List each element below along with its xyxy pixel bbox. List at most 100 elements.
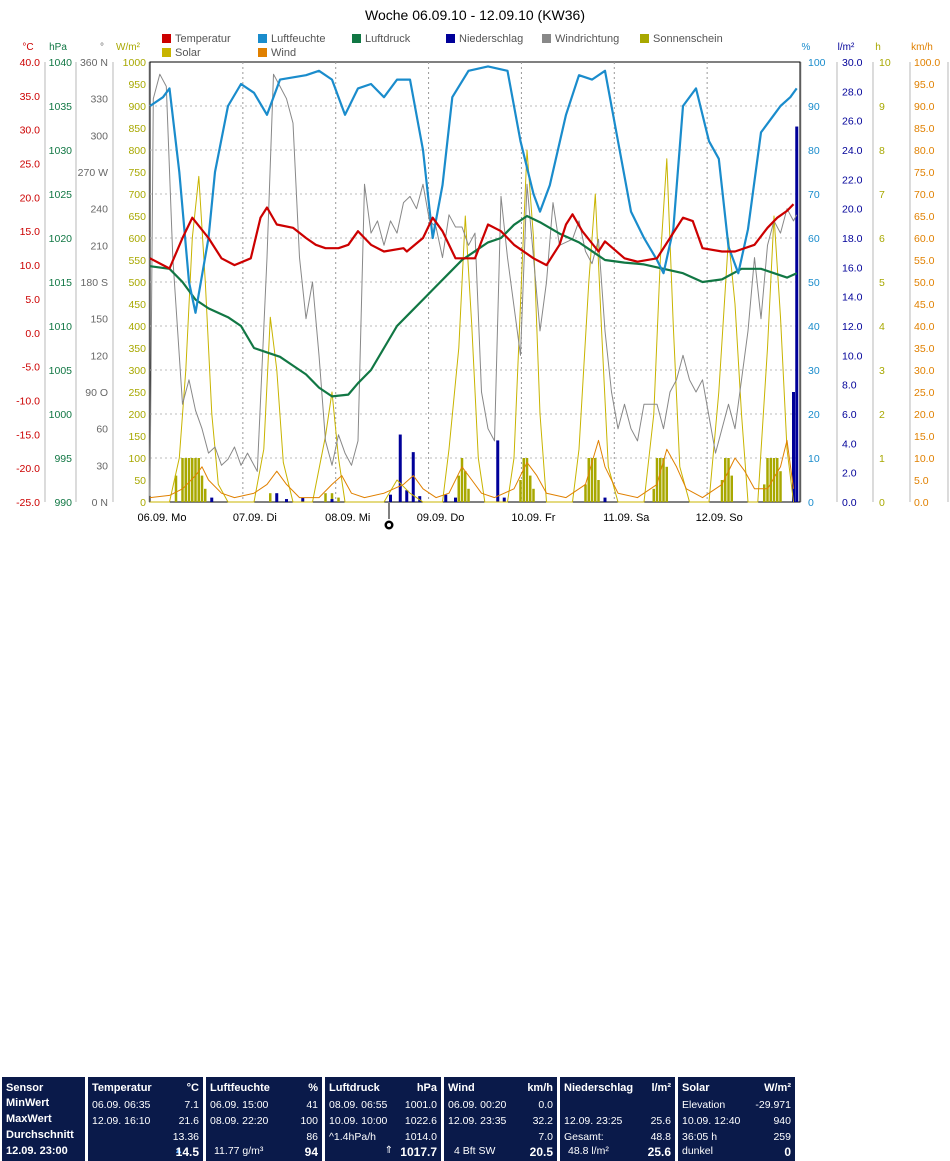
solar-tick-label: 950 bbox=[128, 79, 146, 91]
wind-tick-label: 70.0 bbox=[914, 189, 935, 201]
bar-sonnenschein bbox=[529, 475, 532, 502]
bar-sonnenschein bbox=[532, 488, 535, 502]
bar-sonnenschein bbox=[720, 480, 724, 502]
sun-tick-label: 2 bbox=[879, 409, 885, 421]
day-label: 08.09. Mi bbox=[325, 512, 370, 524]
hum-tick-label: 60 bbox=[808, 233, 820, 245]
legend-label: Windrichtung bbox=[555, 33, 619, 45]
bar-niederschlag bbox=[502, 497, 506, 502]
wind-tick-label: 40.0 bbox=[914, 321, 935, 333]
line-windrichtung bbox=[149, 73, 798, 496]
hum-tick-label: 70 bbox=[808, 189, 820, 201]
bar-niederschlag bbox=[444, 494, 448, 502]
press-tick-label: 1025 bbox=[49, 189, 73, 201]
pressure-column: Luftdruck hPa 08.09. 06:55 1001.0 10.09. … bbox=[325, 1077, 441, 1161]
temp-tick-label: -5.0 bbox=[22, 362, 40, 374]
bar-sonnenschein bbox=[662, 458, 665, 502]
press-tick-label: 990 bbox=[54, 497, 72, 509]
bar-sonnenschein bbox=[457, 475, 460, 502]
temp-tick-label: 30.0 bbox=[20, 125, 41, 137]
dir-tick-label: 180 S bbox=[81, 277, 108, 289]
hum-tick-label: 100 bbox=[808, 57, 826, 69]
hum-tick-label: 30 bbox=[808, 365, 820, 377]
solar-tick-label: 800 bbox=[128, 145, 146, 157]
sun-axis-unit: h bbox=[875, 42, 881, 53]
hum-min-time: 06.09. 15:00 bbox=[210, 1099, 269, 1111]
bar-sonnenschein bbox=[776, 458, 779, 502]
rain-max-time: 12.09. 23:25 bbox=[564, 1115, 623, 1127]
temp-tick-label: -15.0 bbox=[16, 429, 40, 441]
dir-tick-label: 90 O bbox=[85, 387, 108, 399]
bar-sonnenschein bbox=[525, 458, 529, 502]
legend-label: Luftdruck bbox=[365, 33, 411, 45]
bar-sonnenschein bbox=[191, 458, 194, 502]
bar-niederschlag bbox=[603, 497, 607, 502]
solar-dark: dunkel bbox=[682, 1145, 713, 1157]
wind-tick-label: 5.0 bbox=[914, 475, 929, 487]
wind-tick-label: 15.0 bbox=[914, 431, 935, 443]
wind-tick-label: 20.0 bbox=[914, 409, 935, 421]
wind-min-value: 0.0 bbox=[538, 1099, 553, 1111]
press-tick-label: 995 bbox=[54, 453, 72, 465]
sun-tick-label: 4 bbox=[879, 321, 885, 333]
bar-sonnenschein bbox=[269, 493, 272, 502]
solar-tick-label: 250 bbox=[128, 387, 146, 399]
solar-tick-label: 400 bbox=[128, 321, 146, 333]
rain-tick-label: 12.0 bbox=[842, 321, 863, 333]
solar-tick-label: 300 bbox=[128, 365, 146, 377]
bar-sonnenschein bbox=[337, 497, 340, 502]
temp-now-value: 14.5 bbox=[175, 1145, 199, 1159]
bar-niederschlag bbox=[275, 493, 279, 502]
solar-tick-label: 350 bbox=[128, 343, 146, 355]
press-tick-label: 1020 bbox=[49, 233, 73, 245]
line-luftfeuchte bbox=[149, 65, 798, 314]
temp-tick-label: -10.0 bbox=[16, 395, 40, 407]
hum-tick-label: 0 bbox=[808, 497, 814, 509]
pressure-unit: hPa bbox=[416, 1082, 437, 1094]
rain-column: Niederschlag l/m² 12.09. 23:25 25.6 Gesam… bbox=[560, 1077, 675, 1161]
bar-sonnenschein bbox=[460, 458, 464, 502]
bar-sonnenschein bbox=[194, 458, 197, 502]
day-label: 12.09. So bbox=[696, 512, 743, 524]
bar-niederschlag bbox=[792, 392, 795, 502]
pressure-header: Luftdruck bbox=[329, 1082, 380, 1094]
bar-sonnenschein bbox=[197, 458, 200, 502]
bar-sonnenschein bbox=[174, 475, 178, 502]
temperature-unit: °C bbox=[186, 1082, 199, 1094]
rain-header: Niederschlag bbox=[564, 1082, 634, 1094]
rain-tick-label: 14.0 bbox=[842, 292, 863, 304]
bar-sonnenschein bbox=[772, 458, 776, 502]
rain-tick-label: 30.0 bbox=[842, 57, 863, 69]
dir-tick-label: 300 bbox=[90, 130, 108, 142]
bar-sonnenschein bbox=[665, 466, 668, 502]
wind-tick-label: 25.0 bbox=[914, 387, 935, 399]
wind-tick-label: 10.0 bbox=[914, 453, 935, 465]
temp-tick-label: 0.0 bbox=[25, 328, 40, 340]
wind-tick-label: 65.0 bbox=[914, 211, 935, 223]
press-max-time: 10.09. 10:00 bbox=[329, 1115, 388, 1127]
sensor-column: Sensor MinWert MaxWert Durchschnitt 12.0… bbox=[2, 1077, 85, 1161]
min-label: MinWert bbox=[6, 1097, 50, 1109]
legend-swatch bbox=[542, 34, 551, 43]
max-label: MaxWert bbox=[6, 1113, 52, 1125]
wind-max-value: 32.2 bbox=[532, 1115, 553, 1127]
temperature-column: Temperatur °C 06.09. 06:35 7.1 12.09. 16:… bbox=[88, 1077, 203, 1161]
bar-sonnenschein bbox=[522, 458, 525, 502]
solar-max-time: 10.09. 12:40 bbox=[682, 1115, 741, 1127]
press-tick-label: 1030 bbox=[49, 145, 73, 157]
bar-niederschlag bbox=[454, 497, 457, 502]
rain-tick-label: 8.0 bbox=[842, 380, 857, 392]
solar-tick-label: 550 bbox=[128, 255, 146, 267]
dir-axis-unit: ° bbox=[100, 42, 104, 53]
solar-tick-label: 600 bbox=[128, 233, 146, 245]
rain-tick-label: 16.0 bbox=[842, 262, 863, 274]
wind-tick-label: 60.0 bbox=[914, 233, 935, 245]
hum-axis-unit: % bbox=[802, 42, 811, 53]
wind-tick-label: 45.0 bbox=[914, 299, 935, 311]
press-tick-label: 1035 bbox=[49, 101, 73, 113]
bar-sonnenschein bbox=[779, 471, 782, 502]
legend-swatch bbox=[446, 34, 455, 43]
hum-tick-label: 10 bbox=[808, 453, 820, 465]
day-label: 09.09. Do bbox=[417, 512, 465, 524]
legend-swatch bbox=[258, 34, 267, 43]
